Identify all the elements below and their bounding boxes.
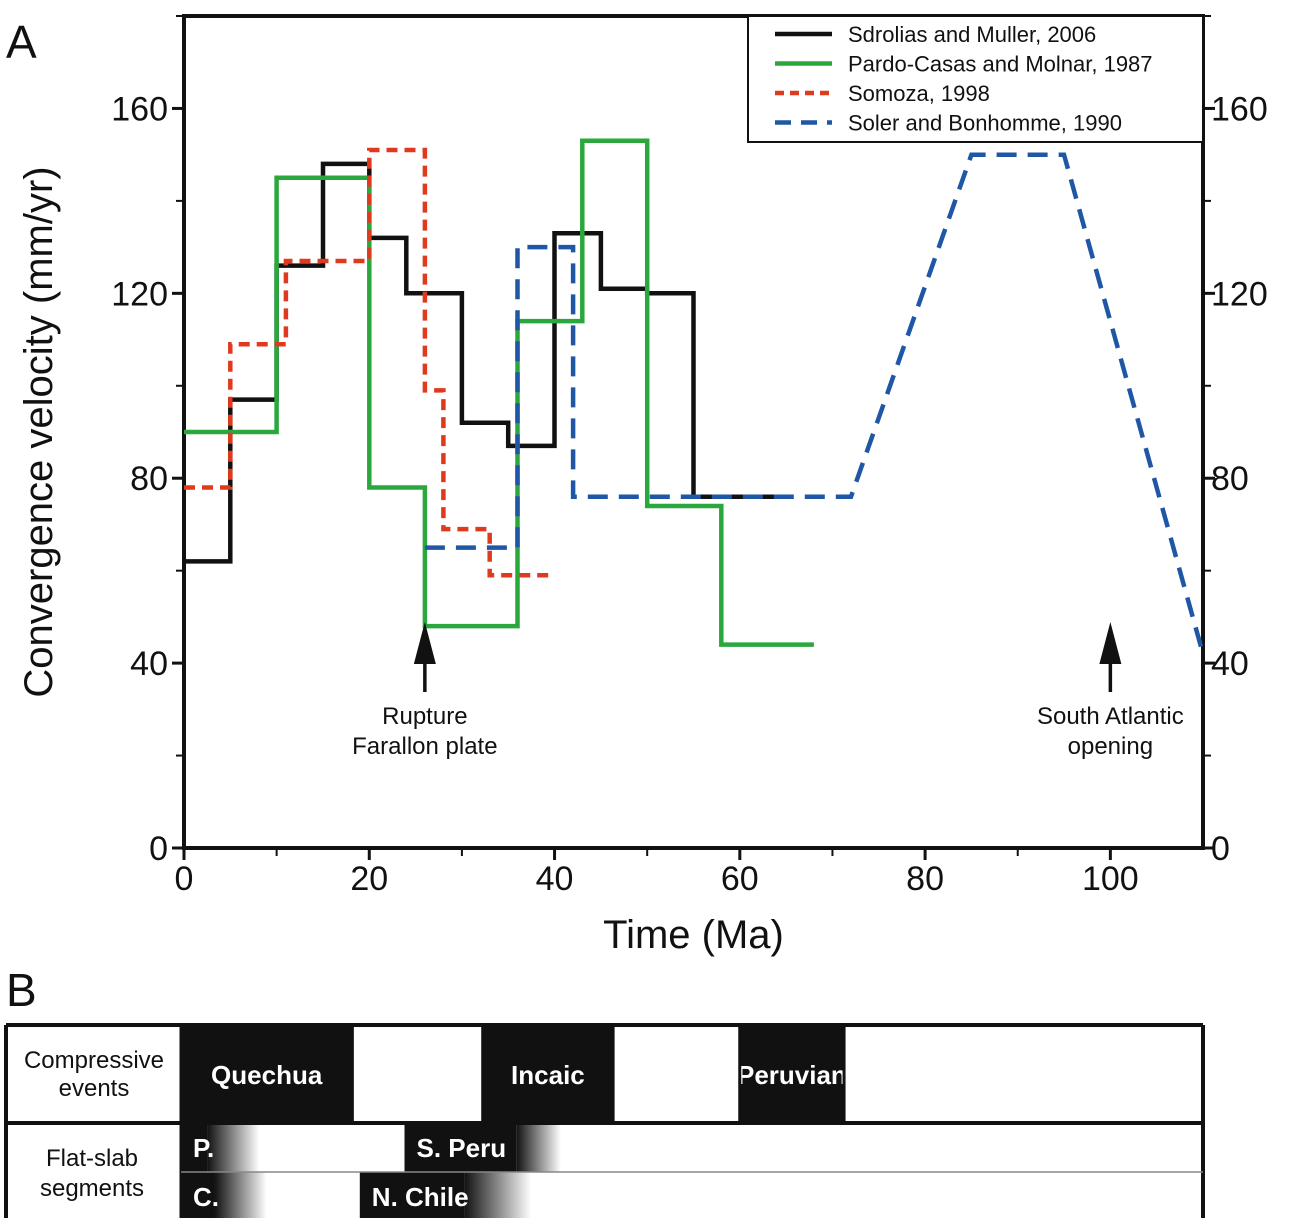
x-tick-label: 40	[536, 860, 574, 898]
y-tick-label-left: 120	[111, 275, 168, 313]
flat-slab-label: N. Chile	[372, 1182, 469, 1212]
y-tick-label-left: 0	[149, 830, 168, 868]
annotation-1: Rupture Farallon plate	[352, 622, 498, 760]
y-tick-label-left: 80	[130, 460, 168, 498]
x-tick-label: 100	[1082, 860, 1139, 898]
series-line-3	[184, 147, 555, 578]
legend-box	[747, 15, 1204, 143]
y-tick-label-left: 160	[111, 90, 168, 128]
y-tick-label-right: 0	[1211, 830, 1230, 868]
y-tick-label-right: 120	[1211, 275, 1268, 313]
compressive-band-label: Incaic	[511, 1060, 585, 1090]
x-axis-title: Time (Ma)	[603, 913, 784, 957]
series-line-4	[424, 152, 1206, 655]
row-label-flat-slab: segments	[40, 1175, 144, 1202]
legend-label: Pardo-Casas and Molnar, 1987	[848, 52, 1153, 77]
flat-slab-fade	[214, 1172, 267, 1218]
legend: Sdrolias and Muller, 2006 Pardo-Casas and…	[747, 15, 1204, 143]
annotation-text: Farallon plate	[352, 733, 497, 760]
convergence-chart: 0 40 80 120 160 0 40 80 120 160 0 20 40 60 80 100 Time (…	[17, 14, 1268, 957]
compressive-band	[739, 1025, 845, 1123]
flat-slab-fade	[516, 1123, 561, 1172]
series-line-1	[184, 161, 777, 564]
row-label-compressive: events	[59, 1075, 130, 1102]
flat-slab-fade	[207, 1123, 260, 1172]
y-tick-label-right: 80	[1211, 460, 1249, 498]
flat-slab-label: C.	[193, 1182, 219, 1212]
x-tick-label: 0	[175, 860, 194, 898]
flat-slab-label: S. Peru	[417, 1133, 507, 1163]
x-tick-label: 20	[350, 860, 388, 898]
legend-label: Sdrolias and Muller, 2006	[848, 22, 1096, 47]
panel-letter-a: A	[6, 16, 37, 68]
x-tick-label: 80	[906, 860, 944, 898]
x-tick-label: 60	[721, 860, 759, 898]
y-axis-title: Convergence velocity (mm/yr)	[17, 166, 61, 697]
events-table: Quechua Incaic Peruvian P. S. Peru C. N. Chile…	[4, 1023, 1205, 1218]
flat-slab-fade	[464, 1172, 532, 1218]
legend-label: Soler and Bonhomme, 1990	[848, 111, 1122, 136]
flat-slab-label: P.	[193, 1133, 214, 1163]
arrow-head	[1099, 622, 1122, 664]
compressive-band-label: Peruvian	[737, 1060, 847, 1090]
annotation-2: South Atlantic opening	[1037, 622, 1184, 760]
flat-slab-bar	[181, 1123, 208, 1172]
flat-slab-bar	[181, 1172, 215, 1218]
y-tick-label-right: 160	[1211, 90, 1268, 128]
compressive-band	[181, 1025, 353, 1123]
series-line-2	[184, 138, 814, 647]
flat-slab-bar	[404, 1123, 517, 1172]
arrow-head	[413, 622, 436, 664]
annotation-text: Rupture	[382, 703, 467, 730]
annotation-text: opening	[1068, 733, 1153, 760]
legend-label: Somoza, 1998	[848, 81, 990, 106]
row-label-compressive: Compressive	[24, 1047, 164, 1074]
row-label-flat-slab: Flat-slab	[46, 1145, 138, 1172]
panel-letter-b: B	[6, 964, 37, 1016]
compressive-band	[482, 1025, 614, 1123]
y-tick-label-right: 40	[1211, 645, 1249, 683]
compressive-band-label: Quechua	[211, 1060, 323, 1090]
annotation-text: South Atlantic	[1037, 703, 1184, 730]
y-tick-label-left: 40	[130, 645, 168, 683]
flat-slab-bar	[359, 1172, 465, 1218]
